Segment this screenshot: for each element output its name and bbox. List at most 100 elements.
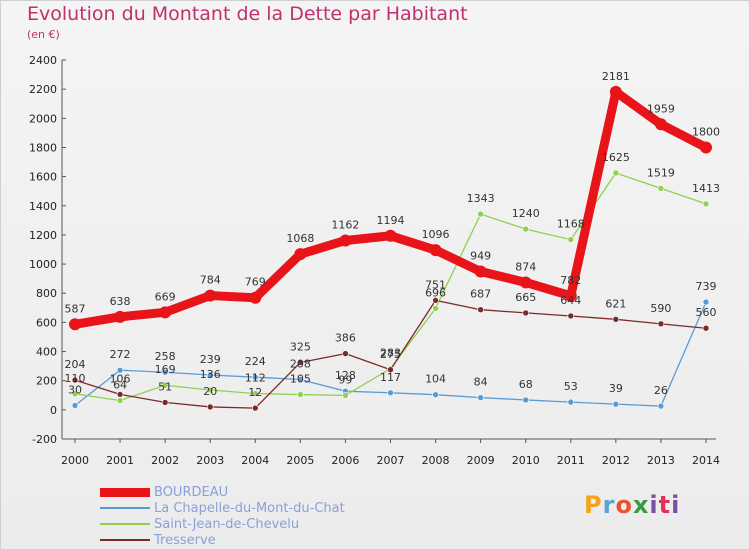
data-point: [161, 368, 169, 376]
x-tick-label: 2001: [106, 454, 134, 467]
legend-item: La Chapelle-du-Mont-du-Chat: [100, 500, 345, 516]
data-label: 26: [654, 384, 668, 397]
data-point: [612, 316, 620, 323]
data-label: 587: [65, 302, 86, 315]
data-label: 751: [425, 278, 446, 291]
legend-item: BOURDEAU: [100, 484, 345, 500]
data-label: 1096: [422, 228, 450, 241]
data-point: [251, 373, 259, 381]
legend-label: La Chapelle-du-Mont-du-Chat: [154, 500, 345, 516]
x-tick-label: 2002: [151, 454, 179, 467]
data-label: 117: [380, 371, 401, 384]
logo-letter: i: [671, 491, 681, 519]
data-point: [342, 350, 349, 357]
legend-swatch: [100, 539, 150, 541]
data-point: [387, 366, 394, 374]
data-point: [69, 318, 81, 331]
logo-letter: x: [632, 491, 650, 519]
y-tick-label: 800: [36, 287, 57, 300]
y-tick-label: 1400: [29, 200, 57, 213]
legend-label: Tresserve: [154, 532, 216, 548]
data-point: [251, 390, 259, 397]
data-point: [432, 297, 439, 304]
data-label: 1168: [557, 218, 585, 231]
x-tick-label: 2003: [196, 454, 224, 467]
y-tick-label: 2200: [29, 83, 57, 96]
x-tick-label: 2006: [331, 454, 359, 467]
data-point: [432, 305, 439, 312]
data-point: [657, 185, 665, 192]
data-point: [477, 210, 484, 218]
x-tick-label: 2013: [647, 454, 675, 467]
legend: BOURDEAU La Chapelle-du-Mont-du-Chat Sai…: [100, 484, 345, 548]
y-tick-label: 400: [36, 346, 57, 359]
data-label: 590: [650, 302, 671, 315]
x-tick-label: 2012: [602, 454, 630, 467]
data-point: [387, 389, 394, 397]
data-label: 104: [425, 373, 446, 386]
data-label: 105: [290, 373, 311, 386]
data-label: 275: [380, 348, 401, 361]
data-point: [339, 234, 352, 247]
data-label: 1959: [647, 102, 675, 115]
data-label: 99: [338, 373, 352, 386]
data-label: 1413: [692, 182, 720, 195]
legend-swatch: [100, 523, 150, 525]
data-label: 784: [200, 274, 221, 287]
x-tick-label: 2009: [467, 454, 495, 467]
y-tick-label: 200: [36, 375, 57, 388]
data-label: 68: [519, 378, 533, 391]
data-point: [251, 404, 259, 412]
data-point: [71, 390, 79, 398]
data-point: [567, 312, 575, 320]
data-label: 53: [564, 380, 578, 393]
proxiti-logo: Proxiti: [584, 491, 680, 519]
data-point: [522, 309, 530, 317]
x-tick-label: 2011: [557, 454, 585, 467]
data-label: 136: [200, 368, 221, 381]
data-label: 560: [696, 306, 717, 319]
x-tick-label: 2010: [512, 454, 540, 467]
y-tick-label: 1000: [29, 258, 57, 271]
data-label: 12: [248, 386, 262, 399]
data-label: 128: [335, 369, 356, 382]
logo-letter: o: [615, 491, 633, 519]
data-label: 30: [68, 383, 82, 396]
logo-letter: r: [602, 491, 616, 519]
data-point: [249, 291, 262, 304]
data-label: 769: [245, 276, 266, 289]
data-point: [342, 392, 349, 399]
data-point: [519, 276, 532, 289]
data-point: [297, 359, 304, 366]
data-point: [71, 402, 79, 409]
data-label: 782: [560, 274, 581, 287]
x-tick-label: 2005: [286, 454, 314, 467]
data-point: [204, 289, 217, 302]
data-point: [71, 376, 79, 384]
data-label: 84: [474, 376, 488, 389]
data-point: [116, 391, 124, 398]
data-label: 110: [65, 372, 86, 385]
legend-label: Saint-Jean-de-Chevelu: [154, 516, 300, 532]
data-point: [609, 85, 622, 98]
data-point: [474, 265, 487, 278]
data-label: 621: [605, 297, 626, 310]
data-label: 386: [335, 332, 356, 345]
data-point: [297, 376, 304, 383]
data-label: 1343: [467, 192, 495, 205]
data-point: [702, 200, 710, 208]
data-label: 1068: [286, 232, 314, 245]
data-label: 224: [245, 355, 266, 368]
data-label: 64: [113, 379, 127, 392]
data-point: [522, 396, 530, 404]
x-tick-label: 2000: [61, 454, 89, 467]
data-label: 325: [290, 340, 311, 353]
chart-subtitle: (en €): [27, 28, 60, 41]
data-point: [702, 298, 710, 306]
data-label: 239: [200, 353, 221, 366]
data-label: 665: [515, 291, 536, 304]
data-point: [477, 306, 484, 314]
x-tick-label: 2007: [377, 454, 405, 467]
data-point: [567, 236, 575, 243]
